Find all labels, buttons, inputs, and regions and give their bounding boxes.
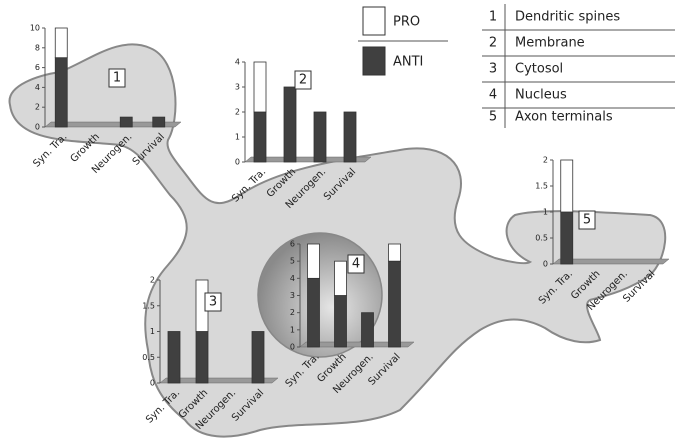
- y-tick-label: 0.5: [142, 353, 155, 362]
- bar-segment: [54, 27, 68, 59]
- floor: [552, 258, 670, 265]
- y-tick-label: 10: [30, 24, 40, 33]
- bar-segment: [119, 116, 133, 128]
- panel-box: [347, 254, 365, 274]
- bar-segment: [307, 243, 320, 279]
- y-tick-label: 6: [290, 240, 295, 249]
- key-label: Nucleus: [515, 88, 567, 103]
- y-tick-label: 1.5: [142, 301, 155, 310]
- y-tick-label: 4: [35, 83, 40, 92]
- key-number: 5: [489, 110, 497, 125]
- y-tick-label: 0: [150, 379, 155, 388]
- panel-number: 1: [113, 71, 121, 86]
- floor: [159, 377, 279, 384]
- legend-label: ANTI: [393, 55, 423, 70]
- y-tick-label: 2: [35, 103, 40, 112]
- legend-swatch: [362, 46, 386, 76]
- bar-segment: [152, 116, 166, 128]
- y-tick-label: 1: [150, 327, 155, 336]
- legend: ANTI PRO: [358, 6, 448, 76]
- y-tick-label: 4: [290, 274, 295, 283]
- key-label: Membrane: [515, 36, 585, 51]
- bar-segment: [334, 295, 347, 348]
- bar-segment: [313, 111, 327, 163]
- key-number: 1: [489, 10, 497, 25]
- bar-segment: [560, 159, 574, 213]
- y-tick-label: 0: [235, 158, 240, 167]
- y-tick-label: 1: [290, 325, 295, 334]
- panel-number: 5: [583, 213, 591, 228]
- bar-segment: [167, 331, 181, 384]
- y-tick-label: 3: [235, 83, 240, 92]
- key-number: 4: [489, 88, 497, 103]
- y-tick-label: 2: [290, 308, 295, 317]
- bar-segment: [334, 260, 347, 296]
- bar-segment: [560, 211, 574, 265]
- y-tick-label: 8: [35, 43, 40, 52]
- panel-box: [578, 210, 596, 230]
- bar-segment: [388, 243, 401, 262]
- key-label: Dendritic spines: [515, 10, 620, 25]
- y-tick-label: 1.5: [535, 182, 548, 191]
- y-tick-label: 1: [235, 133, 240, 142]
- bar-segment: [361, 312, 374, 348]
- bar-segment: [251, 331, 265, 384]
- y-tick-label: 2: [235, 108, 240, 117]
- panel-box: [294, 70, 312, 90]
- legend-label: PRO: [393, 15, 420, 30]
- y-tick-label: 6: [35, 63, 40, 72]
- panel-box: [108, 68, 126, 88]
- key-number: 3: [489, 62, 497, 77]
- key-label: Cytosol: [515, 62, 563, 77]
- y-tick-label: 0: [543, 260, 548, 269]
- panel-number: 2: [299, 73, 307, 88]
- y-tick-label: 2: [150, 276, 155, 285]
- bar-segment: [253, 61, 267, 113]
- y-tick-label: 2: [543, 156, 548, 165]
- y-tick-label: 0.5: [535, 234, 548, 243]
- y-tick-label: 1: [543, 208, 548, 217]
- y-tick-label: 3: [290, 291, 295, 300]
- y-tick-label: 5: [290, 257, 295, 266]
- y-tick-label: 0: [35, 123, 40, 132]
- bar-segment: [343, 111, 357, 163]
- key-table: 1 Dendritic spines 2 Membrane 3 Cytosol 4 Nucle…: [482, 4, 675, 128]
- y-tick-label: 0: [290, 343, 295, 352]
- bar-segment: [195, 331, 209, 384]
- legend-swatch: [362, 6, 386, 36]
- y-tick-label: 4: [235, 58, 240, 67]
- bar-segment: [253, 111, 267, 163]
- bar-segment: [54, 57, 68, 128]
- panel-number: 4: [352, 257, 360, 272]
- key-label: Axon terminals: [515, 110, 613, 125]
- bar-segment: [388, 260, 401, 348]
- key-number: 2: [489, 36, 497, 51]
- panel-box: [204, 292, 222, 312]
- bar-segment: [307, 277, 320, 348]
- panel-number: 3: [209, 295, 217, 310]
- bar-segment: [283, 86, 297, 163]
